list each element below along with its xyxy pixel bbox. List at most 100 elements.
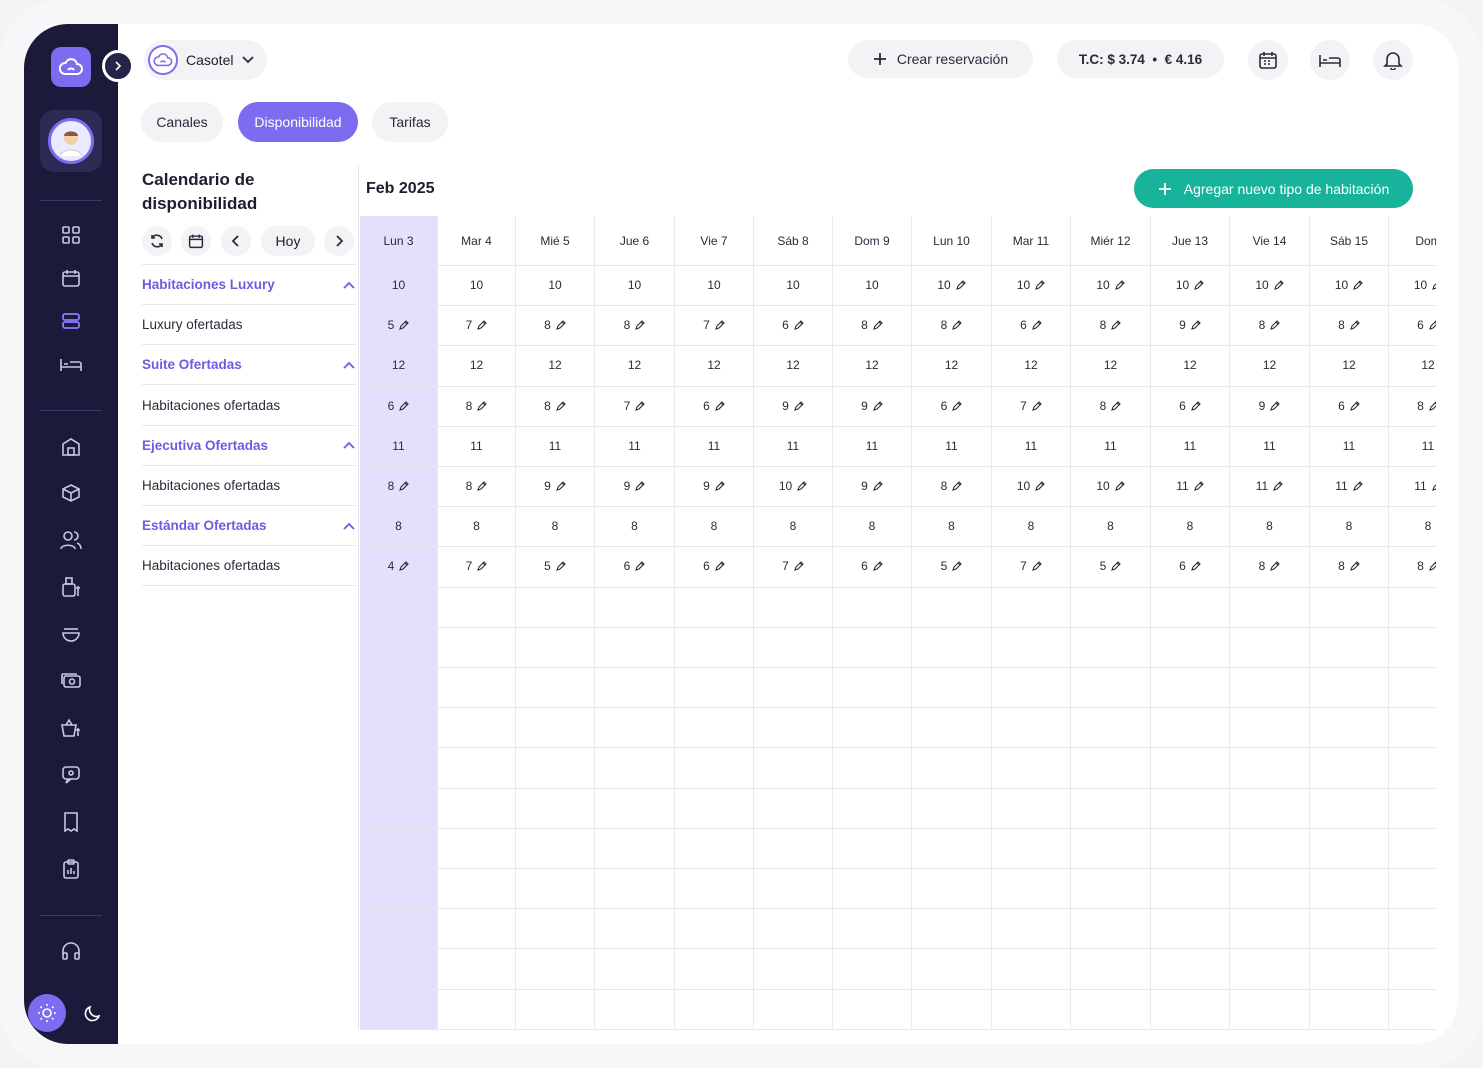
- pencil-icon[interactable]: [1035, 481, 1045, 491]
- availability-cell[interactable]: 8: [516, 386, 594, 426]
- pencil-icon[interactable]: [1270, 400, 1281, 411]
- pencil-icon[interactable]: [555, 481, 566, 491]
- clipboard-icon[interactable]: [59, 857, 83, 881]
- notifications-button[interactable]: [1373, 40, 1413, 80]
- availability-cell[interactable]: 5: [360, 305, 437, 345]
- add-room-type-button[interactable]: Agregar nuevo tipo de habitación: [1134, 169, 1413, 208]
- availability-cell[interactable]: 10: [992, 466, 1070, 506]
- pencil-icon[interactable]: [797, 481, 807, 491]
- pencil-icon[interactable]: [1114, 481, 1125, 491]
- availability-cell[interactable]: 8: [1230, 546, 1309, 586]
- calendar-icon[interactable]: [59, 266, 83, 290]
- pencil-icon[interactable]: [872, 561, 883, 572]
- availability-cell[interactable]: 8: [438, 466, 515, 506]
- pencil-icon[interactable]: [555, 400, 566, 411]
- availability-cell[interactable]: 9: [833, 466, 911, 506]
- pencil-icon[interactable]: [477, 320, 488, 331]
- availability-cell[interactable]: 7: [992, 386, 1070, 426]
- pencil-icon[interactable]: [399, 320, 410, 331]
- moon-icon[interactable]: [74, 994, 112, 1032]
- availability-cell[interactable]: 8: [1230, 305, 1309, 345]
- chevron-up-icon[interactable]: [342, 521, 356, 531]
- stack-icon[interactable]: [59, 309, 83, 333]
- availability-cell[interactable]: 7: [675, 305, 753, 345]
- pencil-icon[interactable]: [555, 561, 566, 572]
- availability-cell[interactable]: 10: [754, 466, 832, 506]
- room-group-header[interactable]: Ejecutiva Ofertadas: [142, 426, 356, 466]
- pencil-icon[interactable]: [1431, 481, 1436, 491]
- availability-cell[interactable]: 7: [754, 546, 832, 586]
- document-icon[interactable]: [59, 810, 83, 834]
- pencil-icon[interactable]: [1111, 400, 1122, 411]
- pencil-icon[interactable]: [793, 400, 804, 411]
- availability-cell[interactable]: 7: [438, 305, 515, 345]
- pencil-icon[interactable]: [714, 400, 725, 411]
- pencil-icon[interactable]: [1270, 561, 1281, 572]
- availability-cell[interactable]: 6: [675, 546, 753, 586]
- availability-cell[interactable]: 11: [1389, 466, 1436, 506]
- availability-cell[interactable]: 11: [1230, 466, 1309, 506]
- availability-cell[interactable]: 10: [912, 265, 991, 305]
- basket-money-icon[interactable]: [59, 716, 83, 740]
- availability-cell[interactable]: 8: [438, 386, 515, 426]
- cash-register-icon[interactable]: [59, 575, 83, 599]
- availability-cell[interactable]: 11: [1310, 466, 1388, 506]
- availability-cell[interactable]: 8: [595, 305, 674, 345]
- grid-icon[interactable]: [59, 223, 83, 247]
- availability-cell[interactable]: 5: [516, 546, 594, 586]
- cloud-logo-icon[interactable]: [51, 47, 91, 87]
- availability-cell[interactable]: 6: [1151, 386, 1229, 426]
- availability-cell[interactable]: 8: [833, 305, 911, 345]
- box-icon[interactable]: [59, 481, 83, 505]
- pencil-icon[interactable]: [955, 280, 966, 290]
- pencil-icon[interactable]: [1194, 280, 1204, 290]
- room-group-header[interactable]: Estándar Ofertadas: [142, 506, 356, 547]
- pencil-icon[interactable]: [635, 481, 646, 491]
- pencil-icon[interactable]: [1273, 481, 1284, 491]
- availability-cell[interactable]: 6: [595, 546, 674, 586]
- pencil-icon[interactable]: [1349, 561, 1360, 572]
- availability-cell[interactable]: 6: [360, 386, 437, 426]
- availability-cell[interactable]: 6: [1310, 386, 1388, 426]
- pencil-icon[interactable]: [1035, 280, 1045, 290]
- availability-cell[interactable]: 9: [1230, 386, 1309, 426]
- availability-cell[interactable]: 9: [833, 386, 911, 426]
- pencil-icon[interactable]: [1114, 280, 1125, 290]
- user-avatar-container[interactable]: [40, 110, 102, 172]
- room-group-header[interactable]: Habitaciones Luxury: [142, 265, 356, 305]
- availability-cell[interactable]: 9: [595, 466, 674, 506]
- availability-cell[interactable]: 10: [1071, 466, 1150, 506]
- pencil-icon[interactable]: [1190, 400, 1201, 411]
- availability-cell[interactable]: 7: [595, 386, 674, 426]
- theme-toggle[interactable]: [28, 994, 116, 1032]
- pencil-icon[interactable]: [1270, 320, 1281, 331]
- availability-cell[interactable]: 9: [675, 466, 753, 506]
- pencil-icon[interactable]: [1031, 400, 1042, 411]
- pencil-icon[interactable]: [872, 481, 883, 491]
- availability-cell[interactable]: 8: [360, 466, 437, 506]
- pencil-icon[interactable]: [635, 320, 646, 331]
- availability-cell[interactable]: 10: [1389, 265, 1436, 305]
- availability-cell[interactable]: 8: [912, 305, 991, 345]
- pencil-icon[interactable]: [477, 561, 488, 572]
- money-icon[interactable]: [59, 669, 83, 693]
- headset-icon[interactable]: [59, 939, 83, 963]
- tab-tarifas[interactable]: Tarifas: [372, 102, 448, 142]
- pencil-icon[interactable]: [872, 320, 883, 331]
- chevron-up-icon[interactable]: [342, 280, 356, 290]
- previous-week-button[interactable]: [221, 226, 251, 256]
- pencil-icon[interactable]: [1031, 320, 1042, 331]
- pencil-icon[interactable]: [399, 481, 410, 491]
- sidebar-expand-button[interactable]: [102, 50, 134, 82]
- hotel-selector[interactable]: Casotel: [144, 40, 268, 80]
- availability-cell[interactable]: 7: [992, 546, 1070, 586]
- pencil-icon[interactable]: [952, 561, 963, 572]
- pencil-icon[interactable]: [952, 400, 963, 411]
- pencil-icon[interactable]: [1190, 320, 1201, 331]
- availability-cell[interactable]: 5: [912, 546, 991, 586]
- today-button[interactable]: Hoy: [261, 226, 315, 256]
- pencil-icon[interactable]: [793, 561, 804, 572]
- avatar[interactable]: [48, 118, 94, 164]
- room-group-header[interactable]: Suite Ofertadas: [142, 345, 356, 386]
- chevron-up-icon[interactable]: [342, 440, 356, 450]
